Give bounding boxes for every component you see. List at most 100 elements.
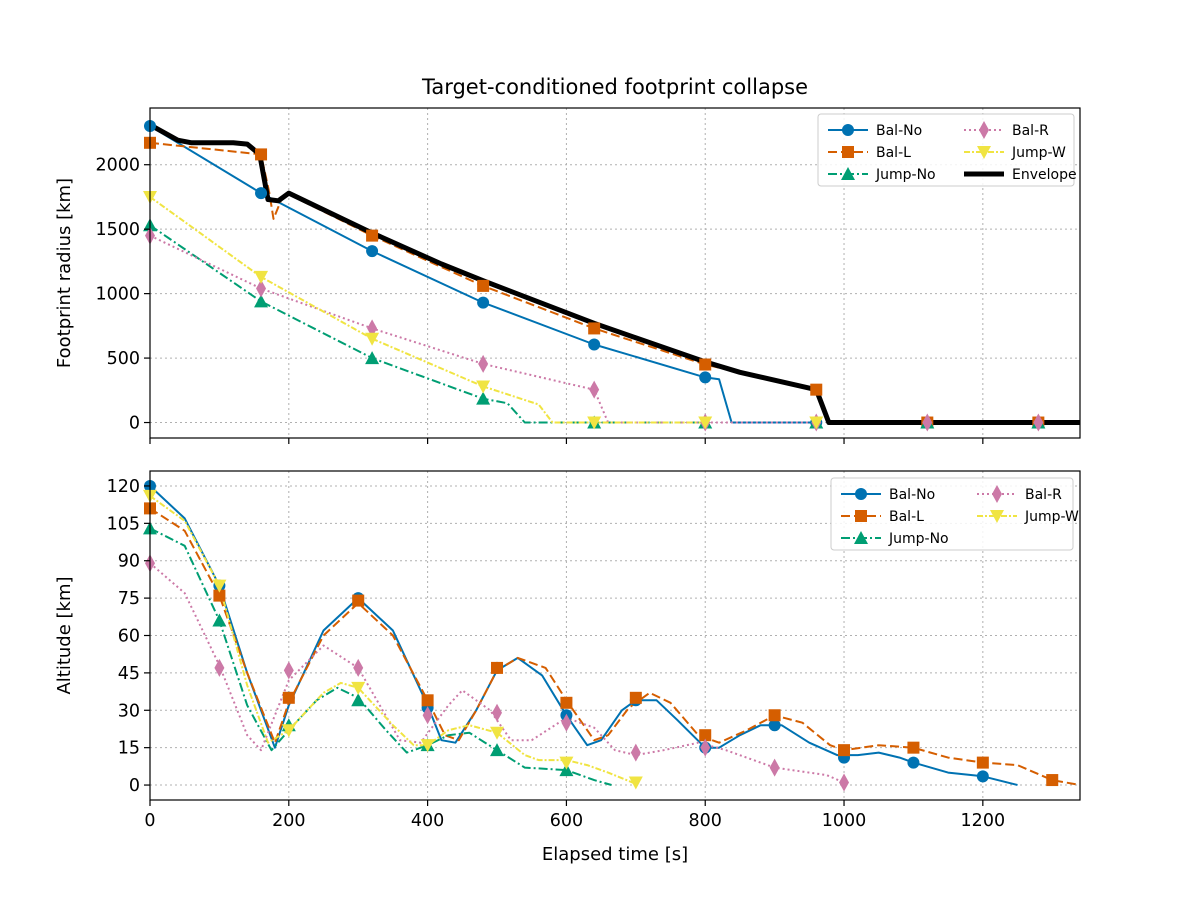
footprint-panel: 0 500 1000 1500 2000 Footprint radius [km] Bal… <box>54 107 1081 444</box>
jump-w-point-3 <box>351 681 366 695</box>
bal-l-point-4 <box>421 694 434 707</box>
bal-no-point-1 <box>255 187 268 200</box>
jump-w-point-3 <box>476 380 491 394</box>
y-tick-label: 30 <box>118 701 140 721</box>
legend-item-jump-no: Jump-No <box>828 167 936 183</box>
legend-marker <box>977 146 991 159</box>
x-tick-label: 800 <box>689 811 722 831</box>
markers <box>143 120 1046 432</box>
y-tick-label: 60 <box>118 627 140 647</box>
bal-l-point-2 <box>366 229 379 242</box>
bal-l-point-13 <box>1046 774 1059 787</box>
plot-area <box>150 485 1080 786</box>
legend-label: Bal-No <box>876 123 922 139</box>
bal-l-point-5 <box>699 358 712 371</box>
bal-r-point-7 <box>630 743 641 762</box>
legend-label: Jump-No <box>875 167 936 183</box>
bal-l-point-7 <box>629 691 642 704</box>
bal-no-point-9 <box>768 719 781 732</box>
legend-label: Jump-W <box>1011 145 1066 161</box>
bal-no-line <box>150 485 1018 786</box>
legend: Bal-No Bal-L Jump-No Bal-R Jump-W Envelope <box>817 113 1077 187</box>
jump-no-line <box>150 527 612 786</box>
bal-l-point-9 <box>768 709 781 722</box>
bal-l-point-6 <box>810 383 823 396</box>
bal-no-point-2 <box>366 245 379 258</box>
x-tick-label: 1200 <box>961 811 1006 831</box>
y-tick-label: 2000 <box>95 156 140 176</box>
legend-item-bal-r: Bal-R <box>964 121 1049 139</box>
x-axis-label: Elapsed time [s] <box>542 844 688 865</box>
y-tick-label: 1500 <box>95 220 140 240</box>
legend-item-jump-w: Jump-W <box>977 509 1079 525</box>
legend-marker <box>842 124 854 136</box>
y-tick-label: 45 <box>118 664 140 684</box>
y-tick-label: 90 <box>118 552 140 572</box>
jump-no-point-3 <box>351 693 366 707</box>
legend-item-jump-w: Jump-W <box>964 145 1066 161</box>
x-tick-label: 400 <box>411 811 444 831</box>
bal-r-point-1 <box>256 279 267 298</box>
jump-w-point-5 <box>490 726 505 740</box>
legend-label: Jump-No <box>888 531 949 547</box>
legend-label: Bal-R <box>1012 123 1049 139</box>
bal-l-point-4 <box>588 322 601 335</box>
jump-w-point-4 <box>587 416 602 430</box>
ticks: 0 200 400 600 800 1000 1200 0 15 30 45 60 75 90 105 120 <box>107 477 1006 831</box>
jump-no-point-1 <box>212 613 227 627</box>
legend-label: Bal-L <box>876 145 911 161</box>
legend-marker <box>990 510 1004 523</box>
legend: Bal-No Bal-L Jump-No Bal-R Jump-W <box>830 477 1079 551</box>
bal-r-line <box>150 562 845 784</box>
legend-marker <box>855 510 867 522</box>
jump-no-point-5 <box>490 743 505 757</box>
bal-l-point-8 <box>699 729 712 742</box>
bal-r-point-1 <box>214 658 225 677</box>
legend-item-bal-l: Bal-L <box>828 145 911 161</box>
bal-no-point-12 <box>976 770 989 783</box>
legend-item-bal-no: Bal-No <box>828 123 922 139</box>
bal-no-point-5 <box>699 371 712 384</box>
y-tick-label: 500 <box>107 349 140 369</box>
legend-marker <box>855 488 867 500</box>
bal-r-point-8 <box>700 738 711 757</box>
altitude-panel: 0 200 400 600 800 1000 1200 0 15 30 45 60 75 90 105 120… <box>54 470 1081 865</box>
y-axis-label: Altitude [km] <box>54 576 75 694</box>
bal-no-point-3 <box>477 296 490 309</box>
x-tick-label: 1000 <box>822 811 867 831</box>
bal-l-point-12 <box>976 756 989 769</box>
legend-marker <box>992 485 1002 503</box>
bal-r-point-9 <box>769 758 780 777</box>
chart-title: Target-conditioned footprint collapse <box>421 75 808 99</box>
bal-l-point-3 <box>352 594 365 607</box>
bal-l-line <box>150 507 1080 786</box>
y-tick-label: 75 <box>118 589 140 609</box>
legend-label: Envelope <box>1012 167 1077 183</box>
jump-w-point-4 <box>420 739 435 753</box>
bal-r-point-10 <box>839 773 850 792</box>
jump-no-point-1 <box>254 294 269 308</box>
bal-r-point-6 <box>561 713 572 732</box>
bal-l-point-11 <box>907 741 920 754</box>
axes-frame <box>149 107 1081 439</box>
bal-r-point-8 <box>1033 413 1044 432</box>
jump-no-point-3 <box>476 391 491 405</box>
markers <box>143 479 1059 792</box>
y-tick-label: 15 <box>118 739 140 759</box>
legend-label: Bal-No <box>889 487 935 503</box>
x-tick-label: 600 <box>550 811 583 831</box>
y-tick-label: 120 <box>107 477 140 497</box>
legend-label: Jump-W <box>1024 509 1079 525</box>
bal-l-point-1 <box>213 589 226 602</box>
legend-marker <box>842 146 854 158</box>
bal-r-point-4 <box>589 380 600 399</box>
bal-r-point-7 <box>922 413 933 432</box>
bal-no-line <box>150 125 820 424</box>
y-tick-label: 0 <box>129 776 140 796</box>
jump-w-point-1 <box>254 270 269 284</box>
bal-l-point-6 <box>560 696 573 709</box>
legend-marker <box>854 531 868 544</box>
x-tick-label: 0 <box>144 811 155 831</box>
legend-item-bal-no: Bal-No <box>841 487 935 503</box>
